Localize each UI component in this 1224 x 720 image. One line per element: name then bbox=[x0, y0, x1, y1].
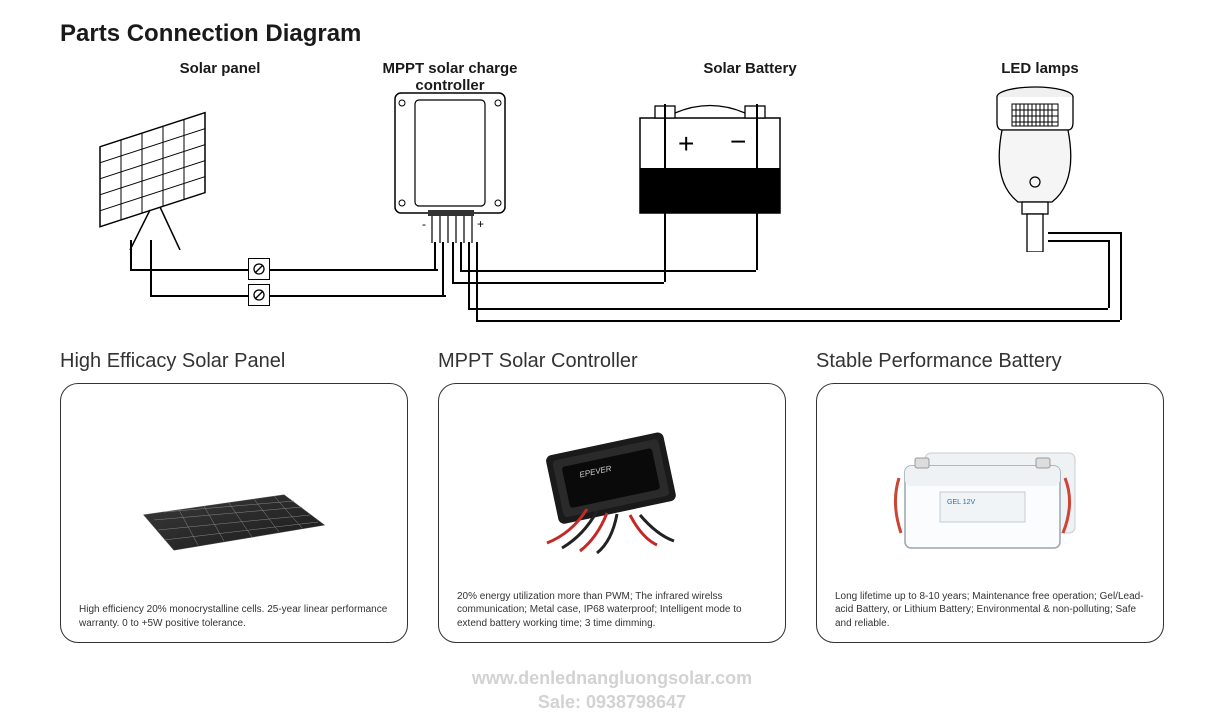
wire bbox=[150, 295, 248, 297]
card-solar-panel: High Efficacy Solar Panel bbox=[60, 350, 408, 643]
card-body: High efficiency 20% monocrystalline cell… bbox=[60, 383, 408, 643]
svg-text:+: + bbox=[477, 217, 484, 231]
fuse-box-2 bbox=[248, 284, 270, 306]
card-title: High Efficacy Solar Panel bbox=[60, 350, 408, 373]
battery-photo-icon: GEL 12V bbox=[835, 396, 1145, 590]
svg-text:+: + bbox=[678, 128, 694, 159]
wire bbox=[476, 242, 478, 320]
card-title: MPPT Solar Controller bbox=[438, 350, 786, 373]
watermark: www.denlednangluongsolar.com Sale: 09387… bbox=[472, 667, 752, 714]
wire bbox=[476, 320, 1120, 322]
wire bbox=[460, 270, 756, 272]
label-lamp: LED lamps bbox=[940, 60, 1140, 77]
card-battery: Stable Performance Battery GEL 12V bbox=[816, 350, 1164, 643]
card-title: Stable Performance Battery bbox=[816, 350, 1164, 373]
wire bbox=[468, 308, 1108, 310]
solar-panel-photo-icon bbox=[79, 396, 389, 603]
wire bbox=[270, 295, 446, 297]
led-lamp-icon bbox=[980, 82, 1090, 257]
wire bbox=[270, 269, 438, 271]
wire bbox=[130, 240, 132, 270]
wire bbox=[442, 242, 444, 295]
card-desc: Long lifetime up to 8-10 years; Maintena… bbox=[835, 590, 1145, 631]
wire bbox=[468, 242, 470, 308]
wire bbox=[1048, 232, 1120, 234]
label-battery: Solar Battery bbox=[650, 60, 850, 77]
watermark-url: www.denlednangluongsolar.com bbox=[472, 667, 752, 690]
page-title: Parts Connection Diagram bbox=[60, 20, 1164, 48]
card-controller: MPPT Solar Controller EPEVER bbox=[438, 350, 786, 643]
card-desc: High efficiency 20% monocrystalline cell… bbox=[79, 603, 389, 630]
svg-text:−: − bbox=[730, 126, 746, 157]
card-desc: 20% energy utilization more than PWM; Th… bbox=[457, 590, 767, 631]
wire bbox=[460, 242, 462, 270]
battery-icon: + − bbox=[620, 98, 800, 233]
wire bbox=[1108, 240, 1110, 308]
wire bbox=[452, 282, 664, 284]
wire bbox=[664, 104, 666, 282]
card-body: EPEVER 20% energy utilization more than … bbox=[438, 383, 786, 643]
wire bbox=[130, 269, 248, 271]
wire bbox=[1120, 232, 1122, 320]
wire bbox=[452, 242, 454, 282]
svg-text:-: - bbox=[422, 217, 426, 231]
wire bbox=[1048, 240, 1108, 242]
solar-panel-icon bbox=[90, 100, 220, 255]
svg-text:GEL 12V: GEL 12V bbox=[947, 499, 975, 506]
controller-icon: - + bbox=[380, 88, 520, 253]
fuse-box-1 bbox=[248, 258, 270, 280]
wire bbox=[756, 104, 758, 270]
watermark-phone: Sale: 0938798647 bbox=[472, 691, 752, 714]
card-body: GEL 12V Long lifetime up to 8-10 years; … bbox=[816, 383, 1164, 643]
controller-photo-icon: EPEVER bbox=[457, 396, 767, 590]
product-cards-row: High Efficacy Solar Panel bbox=[60, 350, 1164, 643]
wire bbox=[434, 242, 436, 269]
connection-diagram: Solar panel MPPT solar charge controller… bbox=[60, 60, 1164, 340]
wire bbox=[150, 240, 152, 295]
label-solar-panel: Solar panel bbox=[120, 60, 320, 77]
